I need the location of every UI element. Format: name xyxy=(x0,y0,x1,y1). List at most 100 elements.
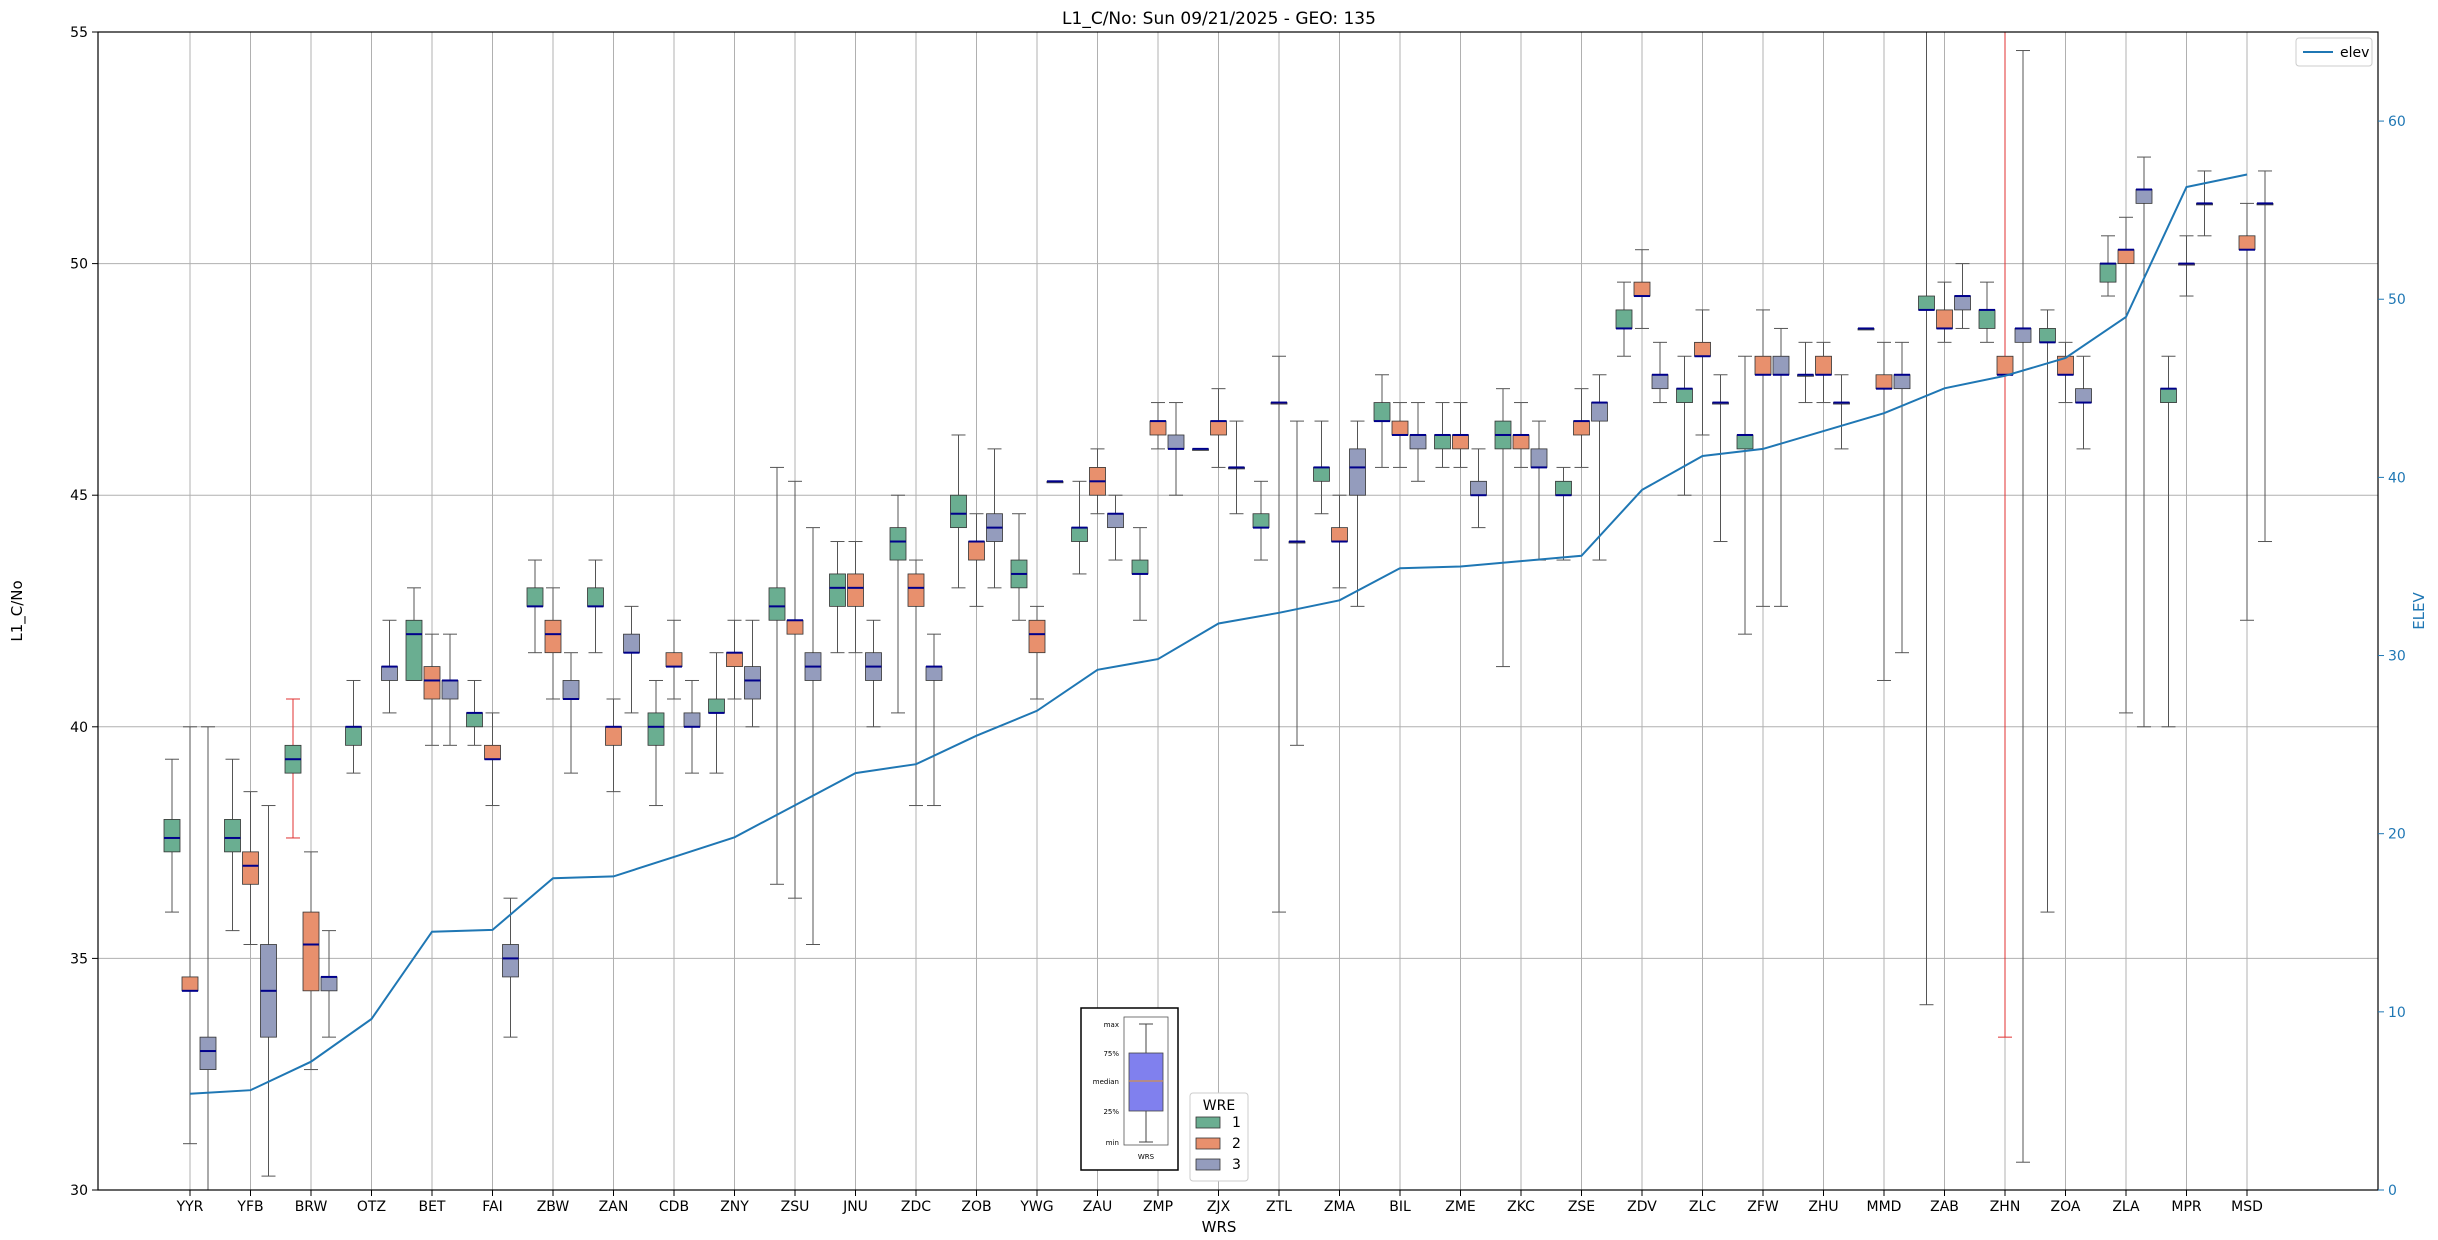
y-tick-label-45: 45 xyxy=(70,488,88,504)
box-ZLA-wre2 xyxy=(2117,249,2135,264)
boxes xyxy=(163,188,2274,1070)
x-tick-label-OTZ: OTZ xyxy=(357,1199,386,1215)
box-ZFW-wre2 xyxy=(1754,355,1772,376)
x-tick-label-BET: BET xyxy=(418,1199,445,1215)
box-ZFW-wre1 xyxy=(1736,434,1754,450)
x-tick-label-ZTL: ZTL xyxy=(1266,1199,1292,1215)
x-tick-label-ZAU: ZAU xyxy=(1083,1199,1112,1215)
chart-title: L1_C/No: Sun 09/21/2025 - GEO: 135 xyxy=(1062,9,1376,29)
x-tick-label-BIL: BIL xyxy=(1389,1199,1411,1215)
box-ZSE-wre3 xyxy=(1591,402,1608,422)
y2-axis-label: ELEV xyxy=(2410,591,2428,629)
box-ZHN-wre2 xyxy=(1996,355,2014,376)
box-key-inset: max 75% median 25% min WRS xyxy=(1080,1007,1179,1171)
box-ZNY-wre1 xyxy=(708,698,725,714)
box-ZNY-wre2 xyxy=(726,652,743,667)
elev-legend-frame xyxy=(2295,37,2373,67)
axes: 30 35 40 45 50 55 0 10 20 30 40 50 60 YYR YFB BRW OTZ BET… xyxy=(70,25,2406,1215)
x-tick-label-ZOA: ZOA xyxy=(2051,1199,2081,1215)
x-tick-label-ZSU: ZSU xyxy=(781,1199,810,1215)
wre-legend-swatch-2 xyxy=(1195,1137,1221,1150)
x-tick-label-MSD: MSD xyxy=(2231,1199,2263,1215)
x-tick-label-ZDC: ZDC xyxy=(901,1199,931,1215)
box-ZDC-wre3 xyxy=(925,666,943,681)
x-tick-label-YYR: YYR xyxy=(176,1199,204,1215)
x-tick-label-ZAN: ZAN xyxy=(599,1199,629,1215)
box-ZMP-wre1 xyxy=(1131,559,1149,575)
box-CDB-wre3 xyxy=(683,712,701,728)
box-ZFW-wre3 xyxy=(1772,355,1790,376)
box-key-label-75: 75% xyxy=(1103,1050,1119,1058)
y2-tick-label-10: 10 xyxy=(2388,1005,2406,1021)
box-ZMA-wre2 xyxy=(1331,527,1348,542)
box-ZHU-wre2 xyxy=(1815,355,1832,376)
box-ZOB-wre2 xyxy=(968,541,985,561)
x-tick-label-MPR: MPR xyxy=(2171,1199,2202,1215)
box-ZMP-wre2 xyxy=(1149,420,1167,436)
box-ZBW-wre3 xyxy=(562,680,580,700)
y-tick-label-40: 40 xyxy=(70,720,88,736)
elev-line xyxy=(189,173,2248,1095)
box-JNU-wre2 xyxy=(847,573,864,607)
box-ZTL-wre1 xyxy=(1252,513,1270,529)
wre-legend-label-1: 1 xyxy=(1232,1115,1241,1131)
box-FAI-wre3 xyxy=(502,944,519,978)
box-ZBW-wre2 xyxy=(544,619,562,654)
x-tick-label-ZHN: ZHN xyxy=(1990,1199,2021,1215)
box-BET-wre2 xyxy=(423,666,441,700)
wre-legend-title: WRE xyxy=(1203,1098,1235,1114)
x-axis-label: WRS xyxy=(1202,1218,1237,1236)
y-tick-label-30: 30 xyxy=(70,1183,88,1199)
box-ZMA-wre3 xyxy=(1349,448,1366,496)
x-tick-label-ZOB: ZOB xyxy=(961,1199,991,1215)
x-tick-label-ZHU: ZHU xyxy=(1808,1199,1838,1215)
box-OTZ-wre3 xyxy=(381,666,398,681)
box-ZSE-wre1 xyxy=(1555,480,1572,496)
box-key-caption: WRS xyxy=(1138,1153,1155,1161)
x-tick-label-ZSE: ZSE xyxy=(1568,1199,1595,1215)
x-tick-label-YFB: YFB xyxy=(236,1199,263,1215)
box-YYR-wre2 xyxy=(181,976,199,992)
x-tick-label-ZLC: ZLC xyxy=(1689,1199,1716,1215)
elev-legend: elev xyxy=(2295,37,2373,67)
box-BRW-wre2 xyxy=(302,911,320,992)
box-ZOA-wre1 xyxy=(2039,328,2056,343)
plot-frame xyxy=(97,31,2379,1191)
box-key-label-max: max xyxy=(1104,1021,1119,1029)
x-tick-label-ZMA: ZMA xyxy=(1324,1199,1356,1215)
y-tick-label-35: 35 xyxy=(70,951,88,967)
box-ZHN-wre1 xyxy=(1978,309,1996,329)
box-key-label-25: 25% xyxy=(1103,1108,1119,1116)
box-ZOB-wre1 xyxy=(950,494,967,529)
box-BRW-wre3 xyxy=(320,976,338,992)
box-ZAN-wre2 xyxy=(605,726,622,746)
box-ZME-wre2 xyxy=(1452,434,1469,450)
box-YFB-wre2 xyxy=(242,851,259,885)
x-tick-label-ZFW: ZFW xyxy=(1747,1199,1779,1215)
box-ZHN-wre3 xyxy=(2014,328,2032,343)
box-MMD-wre3 xyxy=(1893,374,1911,390)
y-tick-label-50: 50 xyxy=(70,257,88,273)
wre-legend-label-3: 3 xyxy=(1232,1157,1241,1173)
x-tick-label-ZDV: ZDV xyxy=(1627,1199,1657,1215)
box-ZME-wre1 xyxy=(1434,434,1451,450)
box-ZAN-wre1 xyxy=(587,587,604,607)
x-tick-label-ZKC: ZKC xyxy=(1507,1199,1535,1215)
box-ZMP-wre3 xyxy=(1167,434,1185,450)
box-ZLA-wre1 xyxy=(2099,263,2117,283)
box-FAI-wre1 xyxy=(466,712,483,728)
box-ZSU-wre1 xyxy=(768,587,786,621)
box-CDB-wre2 xyxy=(665,652,683,667)
box-ZMA-wre1 xyxy=(1313,467,1330,482)
box-ZAB-wre2 xyxy=(1936,309,1953,329)
x-tick-label-CDB: CDB xyxy=(659,1199,689,1215)
wre-legend-label-2: 2 xyxy=(1232,1136,1241,1152)
box-ZAU-wre1 xyxy=(1071,527,1088,542)
x-tick-label-ZME: ZME xyxy=(1445,1199,1476,1215)
x-tick-label-YWG: YWG xyxy=(1019,1199,1053,1215)
box-ZDC-wre1 xyxy=(889,527,907,561)
box-key-box xyxy=(1128,1052,1164,1112)
y2-tick-label-40: 40 xyxy=(2388,470,2406,486)
box-key-label-min: min xyxy=(1106,1139,1119,1147)
